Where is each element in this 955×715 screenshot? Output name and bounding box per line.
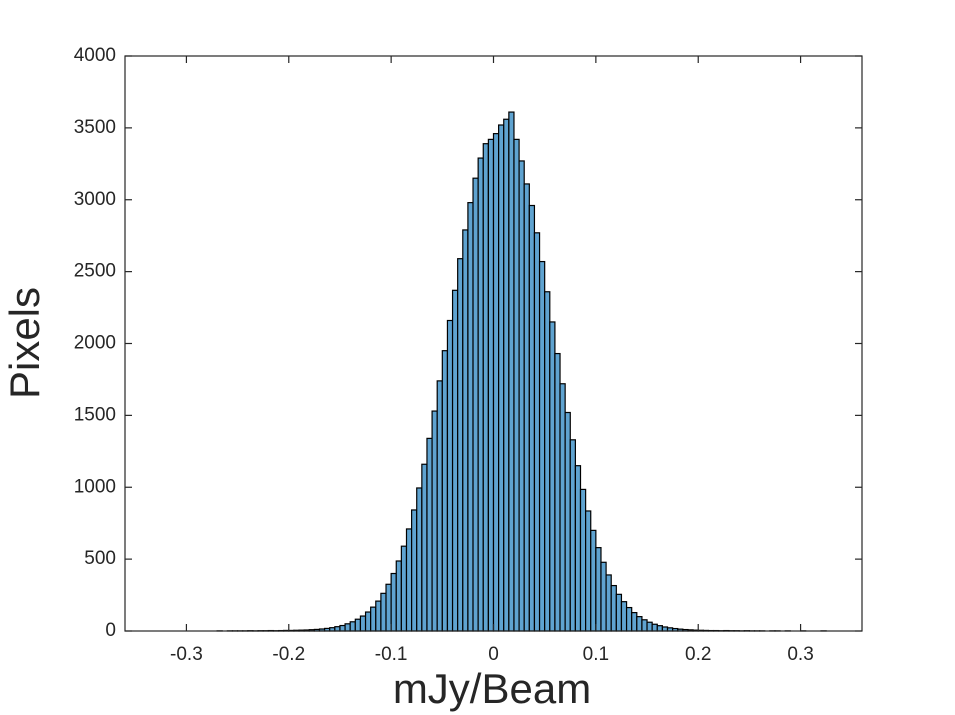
bar [344, 623, 351, 632]
bar [359, 615, 367, 632]
bar [544, 291, 551, 632]
bar [559, 383, 566, 632]
x-tick-label: -0.1 [375, 644, 408, 665]
bar [513, 138, 520, 632]
x-axis-label: mJy/Beam [393, 665, 591, 712]
y-tick-label: 500 [84, 548, 116, 569]
bar [641, 619, 648, 632]
bar [395, 560, 402, 632]
x-tick-label: 0 [488, 644, 499, 665]
bar [610, 584, 617, 632]
bar [620, 601, 628, 632]
bar [390, 572, 397, 632]
y-tick-label: 3500 [74, 117, 116, 138]
bar [538, 260, 546, 632]
bar [375, 600, 382, 632]
bar [528, 204, 536, 632]
bar [411, 509, 418, 632]
bar [533, 232, 541, 632]
bar [636, 616, 643, 632]
y-tick-label: 4000 [74, 45, 116, 66]
bar [441, 350, 449, 632]
x-tick-label: 0.2 [685, 644, 711, 665]
bar [421, 463, 428, 632]
bar [615, 593, 623, 632]
bar [631, 611, 638, 632]
bar [503, 118, 510, 632]
bar [656, 625, 663, 632]
y-tick-label: 2500 [74, 261, 116, 282]
bar [651, 623, 658, 632]
bar [370, 606, 377, 632]
bar [625, 606, 633, 632]
x-tick-label: 0.3 [787, 644, 813, 665]
bar [574, 465, 582, 632]
y-tick-label: 1500 [74, 404, 116, 425]
bar [523, 183, 530, 632]
bar [426, 437, 433, 632]
bar [339, 624, 346, 632]
bar [487, 138, 495, 632]
bar [436, 380, 443, 632]
bar [405, 528, 413, 632]
bar [385, 583, 392, 632]
y-tick-label: 0 [105, 620, 116, 641]
y-tick-label: 3000 [74, 189, 116, 210]
bar [467, 202, 474, 632]
bar [416, 487, 423, 632]
bar [451, 289, 459, 632]
x-tick-label: 0.1 [583, 644, 609, 665]
bar [400, 545, 408, 632]
bar [646, 621, 653, 632]
bar [462, 229, 469, 632]
bar [354, 618, 362, 632]
bar [380, 592, 387, 632]
bar [549, 321, 556, 632]
bar [590, 529, 597, 632]
y-tick-label: 2000 [74, 333, 116, 354]
x-tick-label: -0.2 [272, 644, 305, 665]
bar [349, 621, 356, 632]
y-tick-label: 1000 [74, 476, 116, 497]
bar [457, 258, 464, 632]
bar [554, 352, 561, 632]
y-axis-label: Pixels [1, 287, 48, 399]
bar [564, 411, 571, 632]
bar [334, 626, 341, 632]
bar [364, 611, 372, 632]
bar [482, 143, 489, 632]
bar [508, 111, 515, 632]
bar [518, 160, 525, 632]
bar [661, 626, 669, 632]
bar [492, 133, 500, 632]
bar [498, 124, 505, 632]
bar [431, 410, 438, 632]
x-tick-label: -0.3 [170, 644, 203, 665]
bar [600, 561, 607, 632]
bar [585, 510, 592, 632]
bar [595, 547, 602, 632]
bar [446, 319, 454, 632]
bar [569, 439, 576, 632]
bar [605, 574, 612, 632]
bar [477, 157, 484, 632]
bar [472, 177, 479, 632]
bar [579, 488, 587, 632]
